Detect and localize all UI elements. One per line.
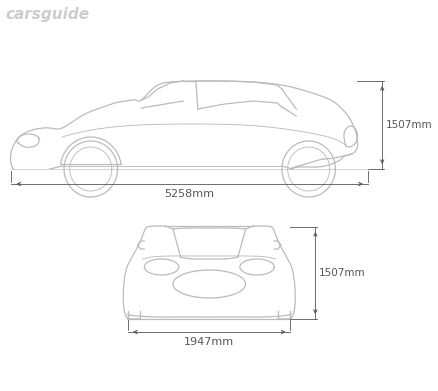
Text: 1507mm: 1507mm — [385, 120, 432, 130]
Text: 1947mm: 1947mm — [184, 337, 234, 347]
Text: 1507mm: 1507mm — [318, 267, 365, 278]
Text: carsguide: carsguide — [6, 7, 90, 22]
Text: 5258mm: 5258mm — [164, 189, 214, 199]
